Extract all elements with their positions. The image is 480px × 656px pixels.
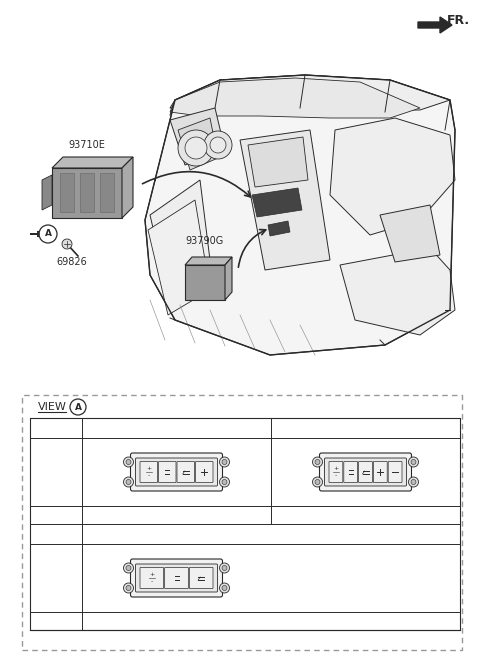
Circle shape — [219, 457, 229, 467]
FancyBboxPatch shape — [140, 567, 164, 588]
Circle shape — [123, 563, 133, 573]
Text: ILLUST: ILLUST — [40, 467, 72, 477]
FancyBboxPatch shape — [140, 462, 157, 483]
Circle shape — [126, 565, 131, 571]
Polygon shape — [52, 157, 133, 168]
Text: 93790G: 93790G — [186, 236, 224, 246]
Circle shape — [123, 477, 133, 487]
Text: 93710E: 93710E — [158, 529, 195, 539]
Circle shape — [210, 137, 226, 153]
Circle shape — [315, 480, 320, 485]
Text: 93700-G5EC0: 93700-G5EC0 — [143, 510, 210, 520]
FancyBboxPatch shape — [158, 462, 176, 483]
Text: A: A — [45, 230, 51, 239]
Circle shape — [123, 457, 133, 467]
Text: P/NO: P/NO — [44, 616, 68, 626]
Polygon shape — [42, 175, 52, 210]
Polygon shape — [330, 118, 455, 235]
Polygon shape — [145, 75, 455, 355]
Circle shape — [178, 130, 214, 166]
Text: 93700-G5FB0: 93700-G5FB0 — [143, 616, 210, 626]
Text: 93710E: 93710E — [69, 140, 106, 150]
Polygon shape — [252, 188, 302, 217]
Polygon shape — [148, 200, 210, 315]
Text: PNC: PNC — [46, 423, 66, 433]
Circle shape — [411, 459, 416, 464]
Polygon shape — [240, 130, 330, 270]
Circle shape — [185, 137, 207, 159]
Polygon shape — [170, 78, 420, 118]
Circle shape — [408, 477, 419, 487]
FancyBboxPatch shape — [165, 567, 188, 588]
FancyBboxPatch shape — [189, 567, 213, 588]
Polygon shape — [170, 108, 225, 165]
Polygon shape — [185, 265, 225, 300]
Text: +: + — [149, 571, 155, 577]
Text: -: - — [148, 474, 150, 478]
FancyBboxPatch shape — [329, 462, 343, 483]
Circle shape — [222, 459, 227, 464]
Text: 93710E: 93710E — [252, 423, 289, 433]
Circle shape — [62, 239, 72, 249]
Text: VIEW: VIEW — [38, 402, 67, 412]
Circle shape — [123, 583, 133, 593]
Polygon shape — [340, 248, 455, 335]
Polygon shape — [52, 168, 122, 218]
FancyBboxPatch shape — [320, 453, 411, 491]
FancyBboxPatch shape — [135, 458, 217, 486]
Text: +: + — [146, 466, 151, 470]
Circle shape — [312, 477, 323, 487]
Polygon shape — [100, 173, 114, 212]
Polygon shape — [178, 118, 218, 170]
Polygon shape — [170, 75, 450, 110]
Circle shape — [411, 480, 416, 485]
Circle shape — [312, 457, 323, 467]
FancyBboxPatch shape — [135, 564, 217, 592]
Text: P/NO: P/NO — [44, 510, 68, 520]
Polygon shape — [225, 257, 232, 300]
FancyBboxPatch shape — [177, 462, 194, 483]
Text: A: A — [74, 403, 82, 411]
FancyBboxPatch shape — [324, 458, 407, 486]
Polygon shape — [248, 137, 308, 187]
Text: -: - — [151, 579, 153, 584]
Polygon shape — [122, 157, 133, 218]
Polygon shape — [185, 257, 232, 265]
Text: FR.: FR. — [447, 14, 470, 27]
Polygon shape — [380, 205, 440, 262]
Circle shape — [315, 459, 320, 464]
Circle shape — [222, 586, 227, 590]
Circle shape — [219, 477, 229, 487]
Circle shape — [204, 131, 232, 159]
FancyBboxPatch shape — [195, 462, 213, 483]
FancyBboxPatch shape — [359, 462, 372, 483]
Polygon shape — [60, 173, 74, 212]
Text: -: - — [335, 474, 337, 478]
FancyBboxPatch shape — [131, 559, 223, 597]
Circle shape — [126, 586, 131, 590]
FancyBboxPatch shape — [131, 453, 223, 491]
FancyBboxPatch shape — [388, 462, 402, 483]
Circle shape — [126, 480, 131, 485]
Text: 69826: 69826 — [57, 257, 87, 267]
Bar — [30, 418, 460, 630]
Circle shape — [126, 459, 131, 464]
Text: 93700-G5ED0: 93700-G5ED0 — [331, 510, 400, 520]
Circle shape — [219, 563, 229, 573]
Text: PNC: PNC — [46, 529, 66, 539]
FancyBboxPatch shape — [373, 462, 387, 483]
Circle shape — [222, 565, 227, 571]
Polygon shape — [80, 173, 94, 212]
Text: ILLUST: ILLUST — [40, 573, 72, 583]
Polygon shape — [30, 231, 39, 237]
Circle shape — [219, 583, 229, 593]
FancyBboxPatch shape — [344, 462, 358, 483]
Polygon shape — [268, 221, 290, 236]
Polygon shape — [150, 180, 210, 280]
Text: +: + — [333, 466, 338, 470]
Polygon shape — [418, 17, 452, 33]
Circle shape — [222, 480, 227, 485]
Circle shape — [408, 457, 419, 467]
